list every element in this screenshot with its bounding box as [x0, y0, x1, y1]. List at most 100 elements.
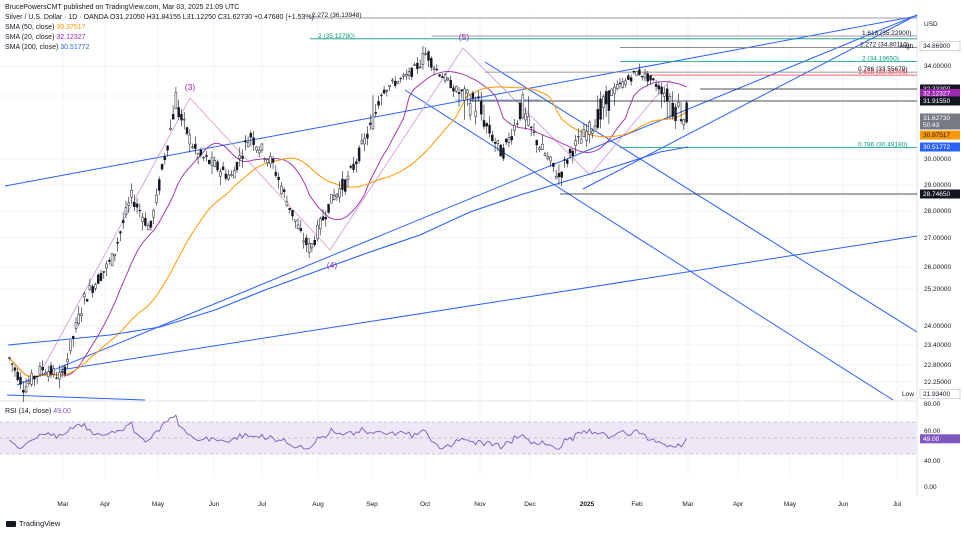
candle	[330, 194, 333, 204]
candle	[44, 372, 47, 375]
candle	[169, 127, 172, 130]
candle	[152, 210, 155, 218]
candle	[449, 79, 452, 89]
rsi-tick-label: 40.00	[924, 458, 941, 465]
candle	[316, 224, 319, 240]
candle	[171, 113, 175, 120]
candle	[643, 73, 647, 79]
x-tick-label: Dec	[524, 501, 536, 508]
candle	[568, 148, 572, 154]
y-tick-label: 24.00000	[924, 323, 951, 330]
price-tag-text: 32.12327	[923, 91, 950, 98]
candle	[602, 96, 605, 108]
candle	[549, 156, 552, 162]
candle	[80, 313, 83, 316]
y-tick-label: 25.20000	[924, 286, 951, 293]
candle	[277, 176, 280, 181]
candle	[355, 161, 358, 164]
candle	[441, 76, 444, 78]
candle	[480, 101, 483, 115]
candle	[477, 96, 480, 99]
low-label: Low	[902, 391, 914, 398]
x-tick-label: Jul	[258, 501, 267, 508]
fib-annotation: 2 (35.12790)	[318, 33, 355, 40]
y-tick-label: 29.00000	[924, 182, 951, 189]
tradingview-logo[interactable]: TradingView	[6, 519, 60, 528]
candle	[535, 140, 538, 146]
y-tick-label: 28.00000	[924, 208, 951, 215]
candle	[635, 71, 638, 76]
candle	[344, 179, 347, 192]
candle	[421, 53, 425, 65]
candle	[538, 147, 541, 150]
candle	[571, 150, 575, 156]
candle	[74, 322, 78, 329]
price-tag	[920, 113, 960, 123]
candle	[393, 81, 397, 86]
x-tick-label: Mar	[57, 501, 69, 508]
candle	[266, 159, 269, 164]
candle	[49, 365, 53, 375]
candle	[332, 195, 336, 200]
published-line: BrucePowersCMT published on TradingView.…	[5, 4, 240, 11]
candle	[33, 375, 36, 380]
candle	[621, 81, 624, 88]
candle	[210, 157, 214, 166]
candle	[10, 363, 14, 365]
candle	[8, 357, 11, 359]
candle	[588, 122, 591, 135]
candle	[413, 64, 416, 66]
candle	[60, 371, 64, 373]
candle	[213, 160, 216, 167]
candle	[99, 273, 103, 281]
candle	[327, 204, 330, 213]
candle	[352, 163, 355, 170]
candle	[35, 375, 39, 378]
candle	[682, 119, 686, 126]
candle	[177, 107, 180, 117]
candle	[96, 274, 100, 284]
candle	[294, 219, 297, 222]
candle	[488, 124, 491, 134]
candle	[524, 113, 527, 121]
price-tag	[919, 41, 961, 51]
sma20-legend[interactable]: SMA (20, close) 32.12327	[5, 33, 86, 42]
x-tick-label: Apr	[733, 501, 744, 508]
candle	[546, 156, 550, 160]
fib-annotation: 2 (34.19650)	[862, 55, 899, 62]
sma50-legend[interactable]: SMA (50, close) 30.97517	[5, 23, 86, 32]
candle	[579, 138, 583, 144]
sma20-value: 32.12327	[56, 34, 86, 41]
candle	[30, 372, 33, 385]
candle	[55, 377, 58, 379]
candle	[346, 175, 350, 180]
y-tick-label: 22.25000	[924, 379, 951, 386]
candle	[105, 263, 108, 269]
candle	[455, 86, 458, 92]
candle	[427, 51, 430, 61]
candle	[668, 96, 672, 102]
candle	[510, 136, 513, 141]
candle	[388, 85, 391, 88]
candle	[271, 158, 275, 163]
candle	[155, 194, 158, 203]
rsi-legend[interactable]: RSI (14, close) 49.00	[5, 407, 71, 416]
candle	[313, 240, 316, 245]
candle	[130, 190, 133, 198]
candle	[391, 79, 394, 82]
candle	[438, 74, 441, 77]
fib-annotation: 1.618 (33.33795)	[858, 69, 908, 76]
candle	[493, 141, 497, 144]
candle	[302, 240, 305, 243]
candle	[435, 68, 439, 71]
candle	[563, 159, 566, 161]
sma200-legend[interactable]: SMA (200, close) 30.51772	[5, 43, 89, 52]
candle	[22, 390, 25, 393]
candle	[366, 133, 369, 139]
candle	[685, 102, 688, 123]
price-tag	[920, 130, 960, 140]
candle	[246, 142, 250, 148]
rsi-tick-label: 60.00	[924, 428, 941, 435]
candle	[280, 185, 283, 194]
